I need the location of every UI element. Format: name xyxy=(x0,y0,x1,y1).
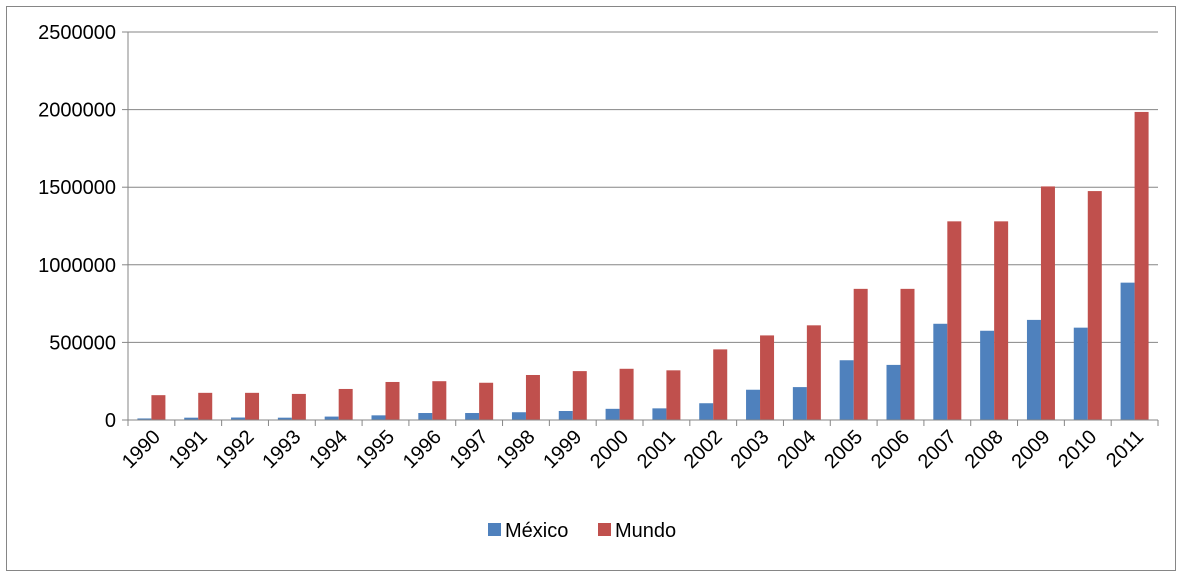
bar-mexico xyxy=(792,387,807,420)
bar-mexico xyxy=(371,415,386,420)
bar-mexico xyxy=(231,417,246,420)
y-tick-label: 0 xyxy=(105,410,116,432)
bar-mundo xyxy=(432,381,447,420)
bar-mundo xyxy=(198,392,213,420)
bar-mexico xyxy=(511,412,526,420)
bar-mexico xyxy=(558,410,573,420)
bar-mexico xyxy=(980,330,995,420)
x-tick-label: 2005 xyxy=(820,426,867,473)
y-tick-label: 2000000 xyxy=(38,100,116,122)
x-tick-label: 1992 xyxy=(212,426,259,473)
bar-mexico xyxy=(746,389,761,420)
x-tick-label: 2003 xyxy=(727,426,774,473)
bar-mexico xyxy=(418,413,433,420)
x-tick-label: 2010 xyxy=(1054,426,1101,473)
y-tick-label: 500000 xyxy=(49,332,116,354)
bar-mexico xyxy=(933,323,948,420)
y-tick-label: 1500000 xyxy=(38,177,116,199)
bar-mundo xyxy=(619,368,634,420)
bar-mexico xyxy=(1073,327,1088,420)
x-tick-label: 2004 xyxy=(773,426,820,473)
bar-mundo xyxy=(245,392,260,420)
bar-mexico xyxy=(1120,282,1135,420)
chart-frame xyxy=(6,6,1176,571)
bar-mundo xyxy=(900,288,915,420)
bar-mundo xyxy=(853,288,868,420)
x-axis-labels: 1990 1991 1992 1993 1994 1995 1996 1997 1998 1999… xyxy=(118,426,1148,473)
y-tick-label: 2500000 xyxy=(38,22,116,44)
x-tick-label: 1995 xyxy=(352,426,399,473)
x-tick-label: 1991 xyxy=(165,426,212,473)
legend-label-mexico: México xyxy=(505,520,568,542)
bar-mundo xyxy=(291,393,306,420)
x-tick-label: 2007 xyxy=(914,426,961,473)
bar-mexico xyxy=(277,417,292,420)
bar-mexico xyxy=(324,416,339,420)
y-tick-label: 1000000 xyxy=(38,255,116,277)
x-tick-label: 1993 xyxy=(258,426,305,473)
bar-mexico xyxy=(699,403,714,420)
bar-mundo xyxy=(994,221,1009,420)
bar-mexico xyxy=(184,417,199,420)
x-tick-label: 2000 xyxy=(586,426,633,473)
x-tick-label: 2002 xyxy=(680,426,727,473)
bar-mundo xyxy=(1134,111,1149,420)
bar-mundo xyxy=(1040,186,1055,420)
x-axis xyxy=(127,32,1159,426)
bar-mexico xyxy=(1026,319,1041,420)
bar-mundo xyxy=(572,371,587,420)
bar-mundo xyxy=(806,325,821,420)
bar-mundo xyxy=(151,395,166,420)
bar-mexico xyxy=(605,408,620,420)
bar-mundo xyxy=(713,349,728,420)
bars xyxy=(137,111,1149,420)
x-tick-label: 2006 xyxy=(867,426,914,473)
bar-mundo xyxy=(1087,191,1102,420)
x-tick-label: 2008 xyxy=(961,426,1008,473)
y-axis-labels: 0 500000 1000000 1500000 2000000 2500000 xyxy=(38,22,116,432)
bar-mexico xyxy=(652,408,667,420)
legend: México Mundo xyxy=(488,520,676,542)
bar-mexico xyxy=(465,413,480,420)
x-tick-label: 1996 xyxy=(399,426,446,473)
legend-label-mundo: Mundo xyxy=(615,520,676,542)
bar-mundo xyxy=(479,382,494,420)
legend-swatch-mexico xyxy=(488,523,501,536)
bar-mundo xyxy=(525,374,540,420)
legend-swatch-mundo xyxy=(598,523,611,536)
bar-mundo xyxy=(385,381,400,420)
x-tick-label: 1998 xyxy=(492,426,539,473)
bar-mundo xyxy=(666,370,681,420)
bar-mundo xyxy=(760,335,775,420)
x-tick-label: 1994 xyxy=(305,426,352,473)
bar-mexico xyxy=(137,418,152,420)
x-tick-label: 1990 xyxy=(118,426,165,473)
x-tick-label: 2001 xyxy=(633,426,680,473)
bar-mexico xyxy=(839,360,854,420)
x-tick-label: 2011 xyxy=(1102,426,1148,472)
bar-mexico xyxy=(886,364,901,420)
bar-mundo xyxy=(338,388,353,420)
x-tick-label: 1999 xyxy=(539,426,586,473)
x-tick-label: 1997 xyxy=(446,426,493,473)
bar-mundo xyxy=(947,221,962,420)
x-tick-label: 2009 xyxy=(1007,426,1054,473)
